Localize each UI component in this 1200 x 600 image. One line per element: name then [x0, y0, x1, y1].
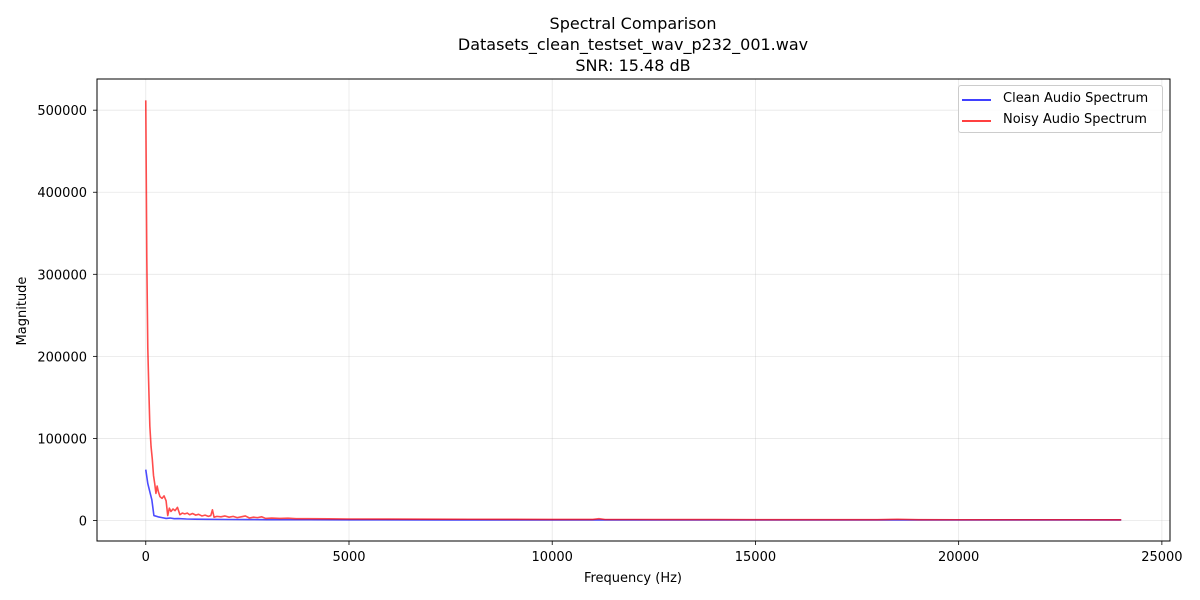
plot-frame: [96, 78, 1171, 542]
y-tick-label: 300000: [37, 268, 87, 283]
x-axis-ticks: 0 5000 10000 15000 20000 25000: [142, 541, 1183, 565]
y-axis-ticks: 0 100000 200000 300000 400000 500000: [37, 104, 97, 529]
x-tick-label: 20000: [938, 550, 979, 565]
y-tick-label: 500000: [37, 104, 87, 119]
chart-subtitle: Datasets_clean_testset_wav_p232_001.wav: [457, 35, 809, 54]
plot-area: [97, 79, 1170, 541]
snr-readout: SNR: 15.48 dB: [575, 56, 691, 75]
series-lines: [144, 100, 1122, 521]
y-tick-label: 400000: [37, 186, 87, 201]
x-axis-label: Frequency (Hz): [584, 571, 682, 586]
x-tick-label: 5000: [332, 550, 365, 565]
legend-label-clean: Clean Audio Spectrum: [1003, 91, 1149, 106]
noisy-spectrum-line: [144, 100, 1122, 521]
y-axis-label: Magnitude: [15, 277, 30, 346]
legend-swatch-noisy: [962, 120, 991, 122]
legend-label-noisy: Noisy Audio Spectrum: [1003, 112, 1147, 127]
x-tick-label: 15000: [735, 550, 776, 565]
legend: Clean Audio Spectrum Noisy Audio Spectru…: [958, 85, 1163, 133]
y-tick-label: 200000: [37, 350, 87, 365]
y-tick-label: 100000: [37, 432, 87, 447]
x-tick-label: 25000: [1141, 550, 1182, 565]
y-tick-label: 0: [79, 514, 87, 529]
x-tick-label: 0: [142, 550, 150, 565]
legend-swatch-clean: [962, 99, 991, 101]
x-tick-label: 10000: [532, 550, 573, 565]
chart-title: Spectral Comparison: [549, 14, 717, 33]
